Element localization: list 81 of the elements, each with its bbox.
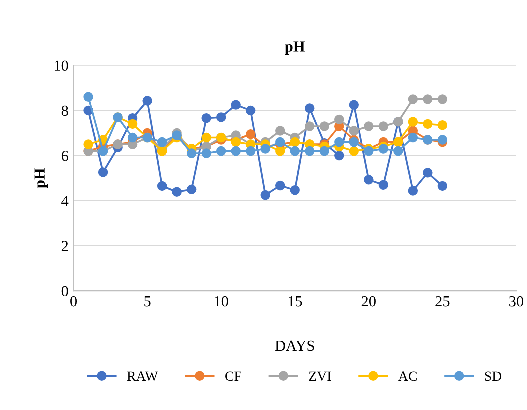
- point: [408, 132, 418, 143]
- point: [128, 132, 138, 143]
- y-tick-label: 8: [62, 106, 68, 116]
- point: [438, 94, 448, 104]
- point: [305, 146, 315, 156]
- point: [320, 122, 330, 132]
- legend-label: CF: [226, 372, 242, 382]
- legend-label: AC: [398, 372, 417, 382]
- point: [438, 181, 448, 192]
- point: [364, 175, 374, 185]
- point: [202, 148, 212, 158]
- point: [290, 185, 300, 196]
- point: [394, 146, 404, 156]
- x-axis-title: DAYS: [275, 340, 314, 352]
- point: [408, 94, 418, 104]
- point: [305, 104, 315, 114]
- x-tick-label: 30: [510, 296, 524, 307]
- legend-label: ZVI: [309, 372, 332, 382]
- point: [408, 117, 418, 127]
- point: [246, 146, 256, 156]
- point: [423, 119, 433, 130]
- point: [172, 187, 182, 197]
- point: [378, 180, 389, 190]
- point: [142, 96, 152, 106]
- y-tick-label: 4: [62, 196, 69, 206]
- point: [276, 126, 286, 136]
- point: [260, 144, 270, 154]
- point: [157, 137, 168, 148]
- point: [423, 94, 433, 104]
- point: [364, 122, 374, 132]
- point: [128, 119, 138, 130]
- x-tick-label: 5: [144, 296, 151, 307]
- y-tick-label: 2: [62, 241, 68, 252]
- point: [349, 146, 360, 156]
- y-tick-label: 6: [62, 150, 68, 162]
- point: [378, 122, 389, 132]
- point: [231, 146, 241, 156]
- point: [305, 122, 315, 132]
- point: [408, 186, 418, 196]
- legend-label: SD: [485, 372, 502, 382]
- point: [423, 168, 433, 178]
- point: [276, 137, 286, 148]
- point: [157, 181, 168, 192]
- point: [246, 130, 256, 140]
- y-tick-label: 10: [54, 60, 68, 72]
- point: [378, 144, 389, 154]
- y-axis-title: pH: [34, 168, 48, 188]
- x-tick-label: 25: [436, 296, 450, 307]
- point: [349, 137, 360, 148]
- point: [438, 120, 448, 130]
- point: [202, 132, 212, 143]
- point: [349, 126, 360, 136]
- point: [216, 146, 226, 156]
- x-tick-label: 10: [215, 296, 228, 307]
- y-tick-label: 0: [62, 286, 68, 297]
- point: [276, 180, 286, 191]
- point: [246, 106, 256, 116]
- point: [276, 146, 286, 156]
- point: [349, 100, 360, 110]
- point: [438, 135, 448, 145]
- point: [186, 148, 197, 158]
- point: [320, 146, 330, 156]
- x-tick-label: 15: [288, 296, 302, 307]
- point: [202, 114, 212, 124]
- point: [231, 137, 241, 148]
- x-tick-label: 20: [362, 296, 376, 307]
- point: [186, 184, 197, 194]
- point: [216, 112, 226, 122]
- x-tick-label: 0: [70, 296, 78, 307]
- point: [334, 137, 344, 148]
- point: [98, 168, 108, 178]
- point: [260, 190, 270, 200]
- chart-title: pH: [285, 42, 306, 55]
- point: [290, 146, 300, 156]
- legend-label: RAW: [127, 372, 158, 382]
- point: [334, 114, 344, 125]
- point: [334, 150, 344, 161]
- point: [364, 146, 374, 156]
- point: [84, 140, 94, 150]
- point: [231, 100, 241, 110]
- point: [84, 92, 94, 102]
